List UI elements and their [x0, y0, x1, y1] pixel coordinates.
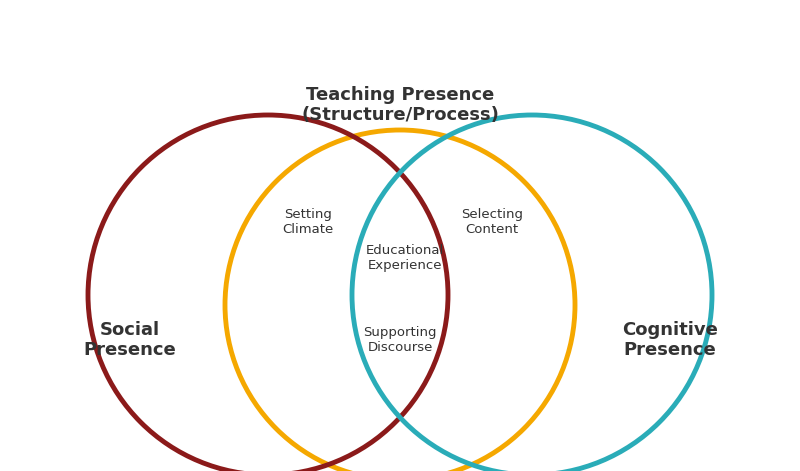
- Text: Cognitive
Presence: Cognitive Presence: [622, 321, 718, 359]
- Text: Social
Presence: Social Presence: [84, 321, 176, 359]
- Text: Teaching Presence
(Structure/Process): Teaching Presence (Structure/Process): [301, 86, 499, 124]
- Text: Supporting
Discourse: Supporting Discourse: [363, 326, 437, 354]
- Text: Selecting
Content: Selecting Content: [461, 208, 523, 236]
- Text: Setting
Climate: Setting Climate: [282, 208, 334, 236]
- Text: Educational
Experience: Educational Experience: [366, 244, 444, 272]
